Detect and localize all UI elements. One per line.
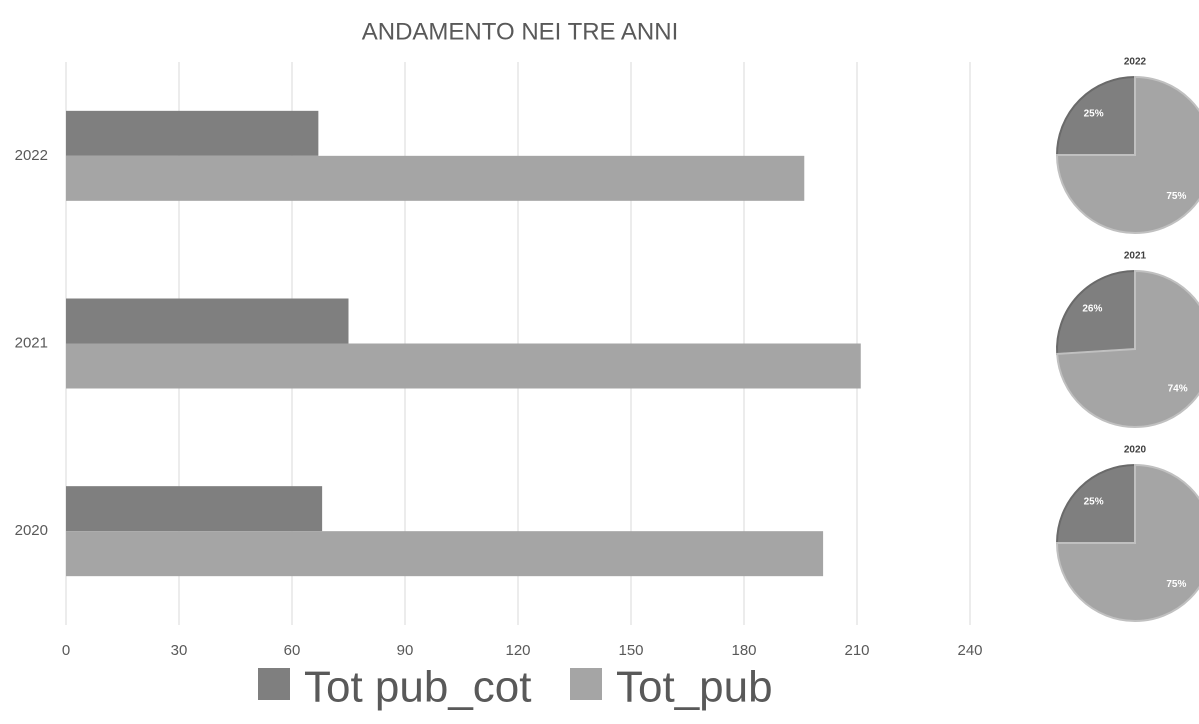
legend-swatch bbox=[570, 668, 602, 700]
bar bbox=[66, 155, 805, 201]
legend-swatch bbox=[258, 668, 290, 700]
pie-label: 75% bbox=[1166, 579, 1186, 590]
pie-label: 25% bbox=[1084, 496, 1104, 507]
x-tick-label: 0 bbox=[62, 642, 70, 659]
pie-slice bbox=[1055, 463, 1199, 622]
pie-label: 25% bbox=[1084, 108, 1104, 119]
x-tick-label: 210 bbox=[844, 642, 869, 659]
x-tick-label: 120 bbox=[505, 642, 530, 659]
x-tick-label: 240 bbox=[957, 642, 982, 659]
pie-slice bbox=[1056, 269, 1136, 355]
pie-title: 2020 bbox=[1124, 445, 1147, 456]
pie-label: 26% bbox=[1082, 304, 1102, 315]
pie-slice bbox=[1055, 75, 1199, 234]
legend-label: Tot_pub bbox=[616, 663, 773, 712]
pie-label: 74% bbox=[1168, 384, 1188, 395]
bar bbox=[66, 298, 349, 344]
x-tick-label: 150 bbox=[618, 642, 643, 659]
bar bbox=[66, 486, 323, 532]
x-tick-label: 90 bbox=[397, 642, 414, 659]
pie-title: 2022 bbox=[1124, 57, 1147, 68]
pie-slice bbox=[1056, 269, 1199, 428]
bar bbox=[66, 531, 824, 577]
x-tick-label: 30 bbox=[171, 642, 188, 659]
pie-slice bbox=[1055, 75, 1136, 156]
y-tick-label: 2022 bbox=[15, 147, 48, 164]
x-tick-label: 60 bbox=[284, 642, 301, 659]
bar bbox=[66, 343, 861, 389]
y-tick-label: 2021 bbox=[15, 334, 48, 351]
y-tick-label: 2020 bbox=[15, 522, 48, 539]
pie-title: 2021 bbox=[1124, 251, 1147, 262]
x-tick-label: 180 bbox=[731, 642, 756, 659]
pie-label: 75% bbox=[1166, 191, 1186, 202]
pie-slice bbox=[1055, 463, 1136, 544]
legend-label: Tot pub_cot bbox=[304, 663, 532, 712]
bar bbox=[66, 110, 319, 156]
chart-title: ANDAMENTO NEI TRE ANNI bbox=[362, 18, 679, 45]
